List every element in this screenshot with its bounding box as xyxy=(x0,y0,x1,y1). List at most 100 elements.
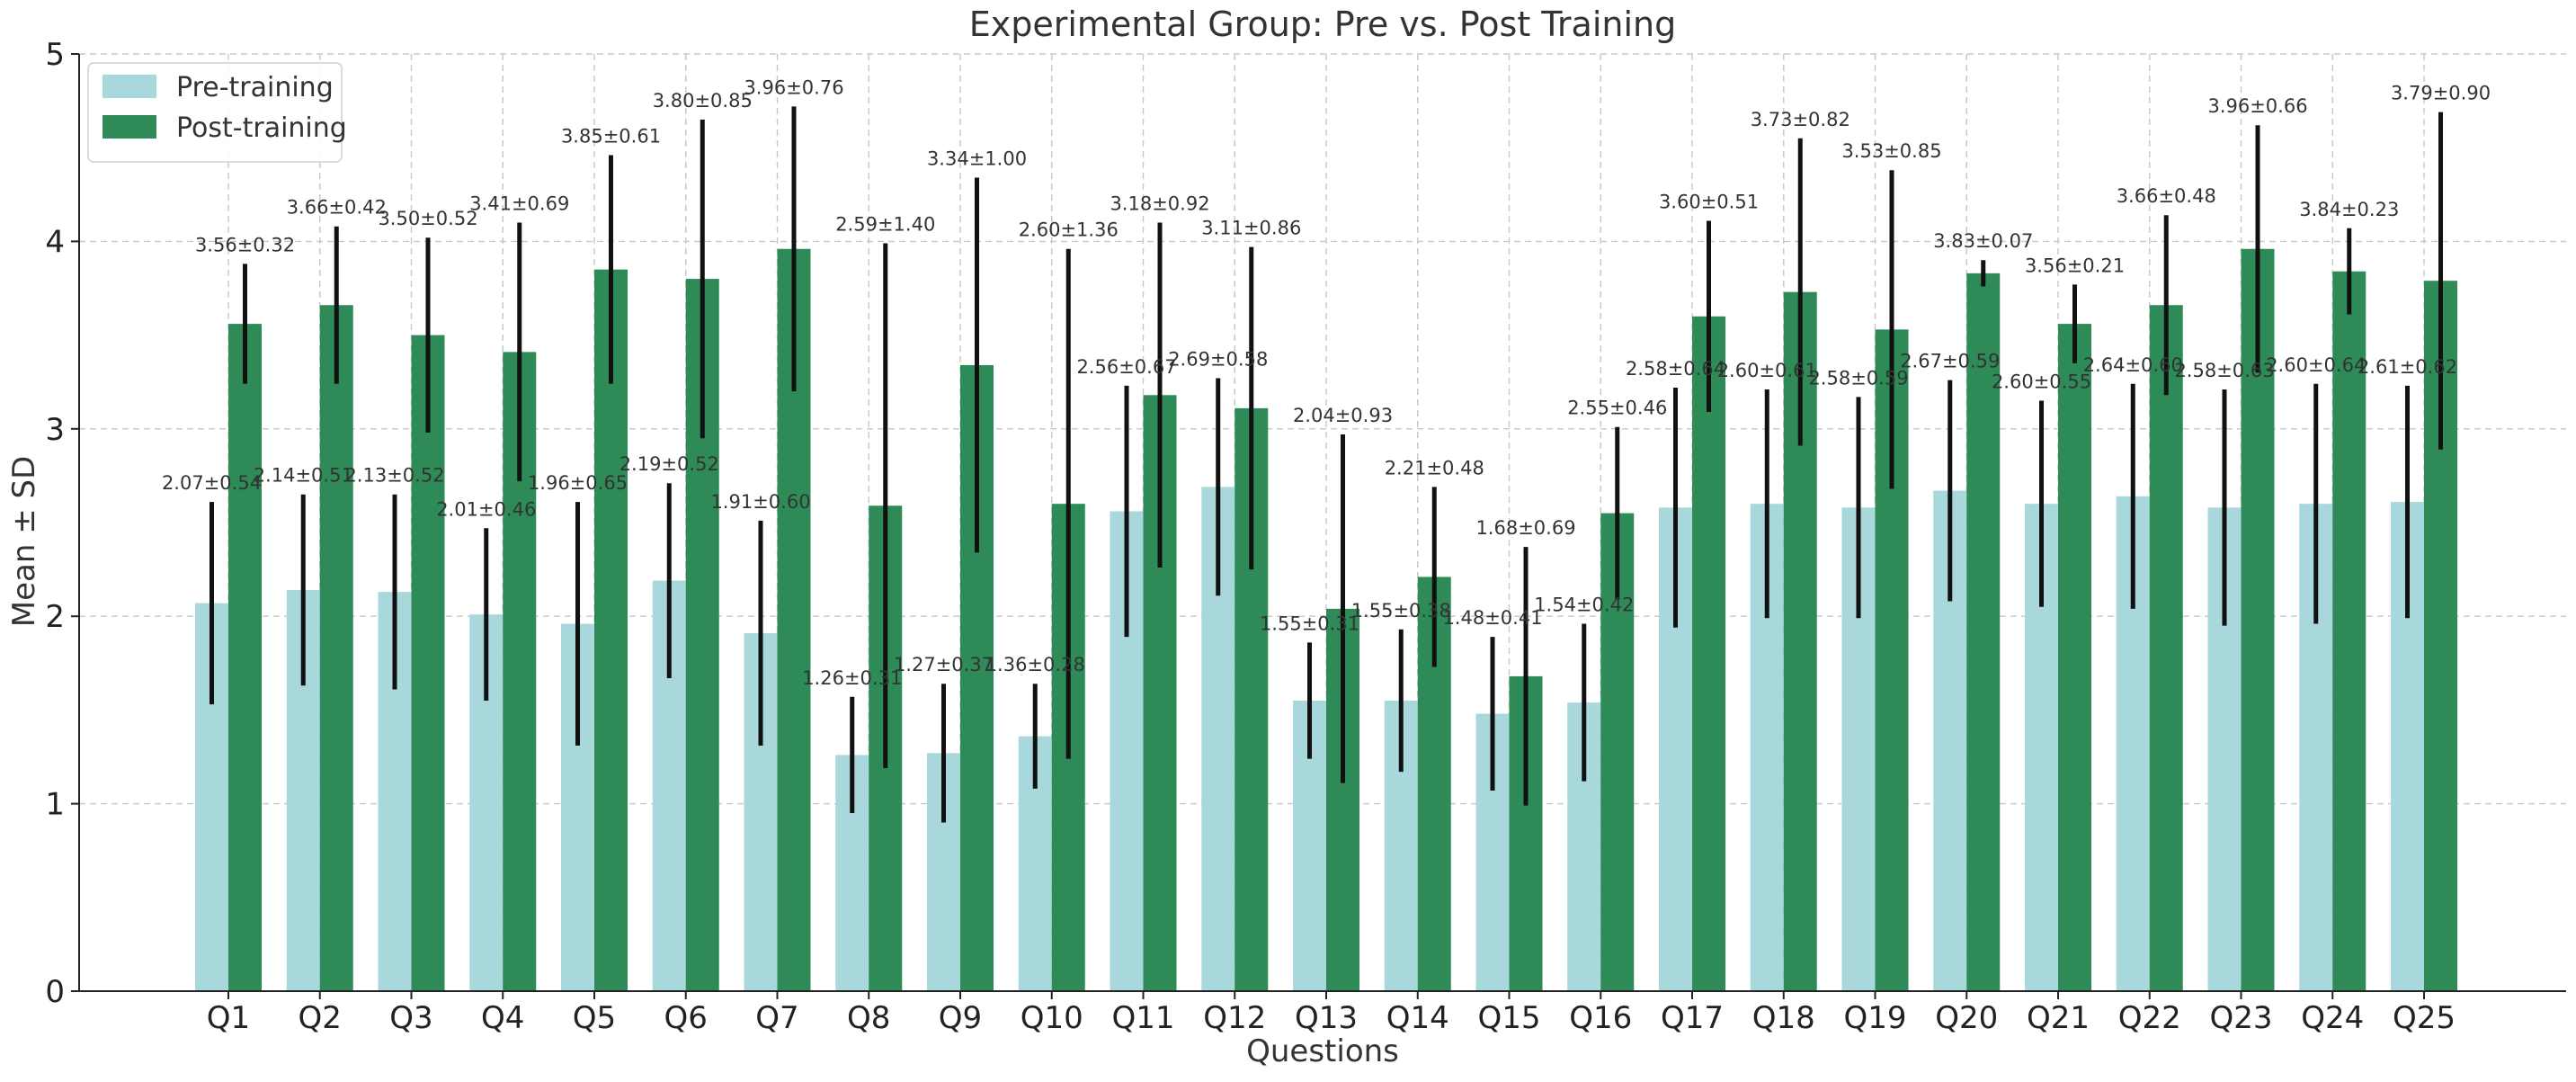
x-tick-label: Q14 xyxy=(1386,1000,1449,1036)
bar-post xyxy=(594,269,628,991)
data-label-pre: 2.58±0.59 xyxy=(1808,367,1908,389)
bar-post xyxy=(1692,316,1725,991)
y-axis-label: Mean ± SD xyxy=(6,456,42,628)
x-tick-label: Q22 xyxy=(2118,1000,2181,1036)
data-label-post: 3.84±0.23 xyxy=(2299,199,2399,220)
data-label-post: 3.83±0.07 xyxy=(1933,230,2033,252)
x-tick-label: Q20 xyxy=(1935,1000,1998,1036)
chart-title: Experimental Group: Pre vs. Post Trainin… xyxy=(969,4,1677,44)
x-tick-label: Q18 xyxy=(1752,1000,1815,1036)
x-tick-label: Q2 xyxy=(299,1000,342,1036)
bar-post xyxy=(2058,324,2091,991)
x-tick-label: Q6 xyxy=(664,1000,708,1036)
data-label-post: 3.85±0.61 xyxy=(561,126,661,148)
data-label-post: 3.56±0.21 xyxy=(2025,255,2125,276)
x-axis-label: Questions xyxy=(1246,1033,1399,1069)
legend: Pre-training Post-training xyxy=(87,62,347,163)
bar-post xyxy=(2332,271,2367,991)
bar-post xyxy=(1966,273,2001,991)
bar-post xyxy=(319,305,353,992)
data-label-pre: 2.58±0.64 xyxy=(1626,358,1725,380)
data-label-pre: 1.54±0.42 xyxy=(1534,595,1634,616)
x-tick-label: Q7 xyxy=(755,1000,798,1036)
data-label-pre: 2.58±0.63 xyxy=(2174,360,2274,381)
data-label-pre: 1.26±0.31 xyxy=(802,667,902,689)
data-label-pre: 2.60±0.55 xyxy=(1992,371,2091,393)
x-tick-label: Q19 xyxy=(1843,1000,1906,1036)
data-label-post: 1.68±0.69 xyxy=(1475,517,1575,539)
data-label-pre: 2.69±0.58 xyxy=(1168,349,1268,371)
y-tick-label: 1 xyxy=(45,787,65,823)
x-tick-label: Q8 xyxy=(847,1000,890,1036)
data-label-pre: 1.91±0.60 xyxy=(710,491,810,513)
data-label-post: 3.18±0.92 xyxy=(1110,193,1209,215)
data-label-post: 3.96±0.66 xyxy=(2207,95,2307,117)
data-label-pre: 2.60±0.61 xyxy=(1717,360,1817,381)
data-label-post: 3.56±0.32 xyxy=(195,234,295,255)
y-tick-label: 5 xyxy=(45,37,65,73)
x-tick-label: Q10 xyxy=(1021,1000,1083,1036)
data-label-pre: 1.96±0.65 xyxy=(528,472,628,494)
data-label-post: 3.96±0.76 xyxy=(744,76,843,98)
data-label-pre: 2.01±0.46 xyxy=(436,498,536,520)
x-tick-label: Q23 xyxy=(2209,1000,2272,1036)
x-tick-label: Q11 xyxy=(1111,1000,1174,1036)
data-label-pre: 1.36±0.28 xyxy=(985,654,1085,675)
data-label-post: 3.50±0.52 xyxy=(378,208,477,229)
data-label-pre: 2.07±0.54 xyxy=(162,472,262,494)
x-tick-label: Q9 xyxy=(939,1000,982,1036)
x-tick-label: Q3 xyxy=(389,1000,432,1036)
data-label-post: 3.66±0.48 xyxy=(2117,185,2216,207)
y-tick-label: 2 xyxy=(45,599,65,635)
x-tick-label: Q21 xyxy=(2027,1000,2090,1036)
data-label-pre: 2.19±0.52 xyxy=(619,453,719,475)
x-tick-label: Q5 xyxy=(573,1000,616,1036)
data-label-post: 3.41±0.69 xyxy=(469,193,569,215)
data-label-pre: 2.67±0.59 xyxy=(1900,351,2000,372)
x-tick-label: Q4 xyxy=(481,1000,524,1036)
bar-post xyxy=(2149,305,2183,992)
data-label-post: 2.60±1.36 xyxy=(1019,219,1119,241)
x-tick-label: Q1 xyxy=(207,1000,250,1036)
axes-layer: 0 1 2 3 4 5 Q1 Q2 Q3 Q4 Q5 Q6 Q7 Q8 Q9 Q10 Q11 Q12 Q13 Q14 Q… xyxy=(45,37,2566,1036)
y-tick-label: 0 xyxy=(45,974,65,1010)
data-labels-layer: 2.07±0.542.14±0.512.13±0.52 2.01±0.46 1.96… xyxy=(162,76,2491,688)
data-label-post: 3.80±0.85 xyxy=(653,90,753,112)
data-label-post: 2.59±1.40 xyxy=(835,213,935,235)
data-label-pre: 2.61±0.62 xyxy=(2358,356,2457,378)
error-bars-layer xyxy=(209,106,2443,823)
bar-post xyxy=(411,335,445,992)
bar-post xyxy=(228,324,262,991)
x-tick-label: Q24 xyxy=(2301,1000,2364,1036)
data-label-post: 3.53±0.85 xyxy=(1841,140,1941,162)
data-label-post: 2.55±0.46 xyxy=(1567,398,1667,419)
y-tick-label: 4 xyxy=(45,224,65,260)
data-label-pre: 1.27±0.37 xyxy=(894,654,994,675)
data-label-post: 3.60±0.51 xyxy=(1659,191,1759,212)
legend-label-pre: Pre-training xyxy=(176,72,334,103)
data-label-pre: 2.64±0.60 xyxy=(2083,354,2183,376)
data-label-pre: 2.60±0.64 xyxy=(2266,354,2366,376)
x-tick-label: Q16 xyxy=(1569,1000,1632,1036)
data-label-post: 3.34±1.00 xyxy=(927,148,1027,170)
data-label-pre: 1.48±0.41 xyxy=(1442,607,1542,629)
x-tick-label: Q12 xyxy=(1203,1000,1266,1036)
data-label-post: 3.66±0.42 xyxy=(287,197,387,219)
data-label-pre: 2.14±0.51 xyxy=(254,465,353,487)
data-label-pre: 2.13±0.52 xyxy=(344,465,444,487)
data-label-pre: 1.55±0.38 xyxy=(1351,600,1451,621)
legend-label-post: Post-training xyxy=(176,112,347,144)
x-tick-label: Q15 xyxy=(1477,1000,1540,1036)
y-tick-label: 3 xyxy=(45,412,65,448)
data-label-post: 3.73±0.82 xyxy=(1751,109,1850,130)
legend-swatch-pre xyxy=(103,75,156,98)
data-label-post: 3.11±0.86 xyxy=(1201,218,1301,239)
legend-swatch-post xyxy=(103,115,156,139)
data-label-pre: 1.55±0.31 xyxy=(1260,613,1359,634)
data-label-post: 3.79±0.90 xyxy=(2391,83,2491,104)
x-tick-label: Q25 xyxy=(2393,1000,2456,1036)
data-label-post: 2.21±0.48 xyxy=(1385,457,1484,478)
data-label-pre: 2.56±0.67 xyxy=(1076,356,1176,378)
